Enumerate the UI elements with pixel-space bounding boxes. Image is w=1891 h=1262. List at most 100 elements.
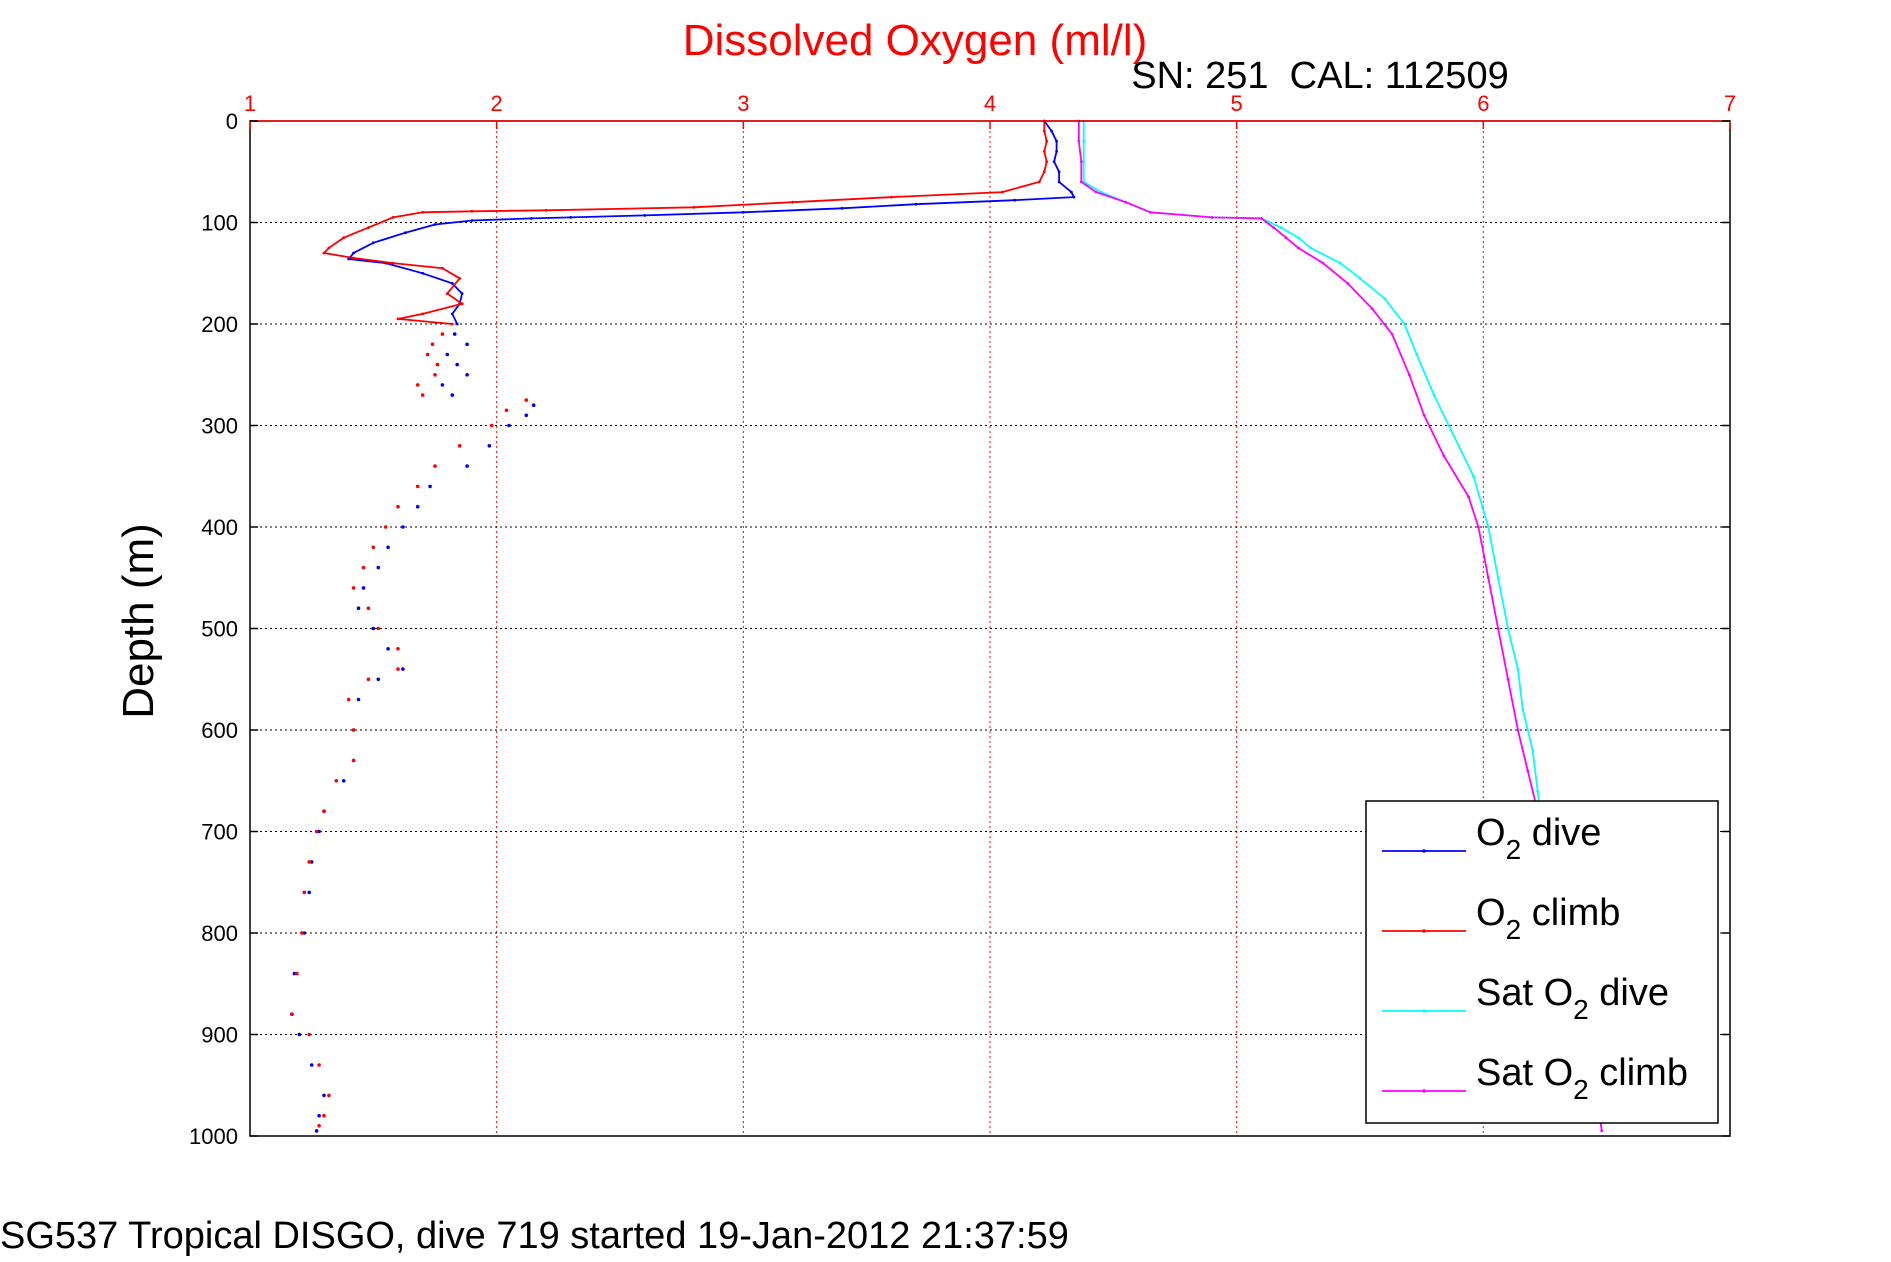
data-point-o2_dive — [361, 586, 366, 590]
data-point-sat_climb — [1516, 728, 1520, 732]
legend-label-subscript: 2 — [1573, 1074, 1589, 1105]
x-tick-label: 7 — [1724, 91, 1736, 116]
data-point-o2_climb — [433, 373, 437, 377]
data-point-o2_climb — [396, 317, 400, 321]
data-point-o2_climb — [470, 209, 474, 213]
data-point-o2_dive — [309, 860, 314, 864]
data-point-sat_climb — [1442, 454, 1446, 458]
data-point-sat_dive — [1415, 353, 1419, 356]
data-point-o2_dive — [1057, 180, 1061, 184]
y-tick-label: 800 — [201, 921, 238, 946]
data-point-o2_climb — [421, 312, 425, 316]
data-point-o2_climb — [391, 261, 395, 265]
x-axis-ticks: 1 2 3 4 5 6 7 — [244, 91, 1736, 129]
y-tick-label: 400 — [201, 515, 238, 540]
data-point-o2_dive — [529, 217, 533, 220]
data-point-o2_dive — [569, 216, 573, 219]
data-point-o2_dive — [914, 202, 918, 206]
data-point-o2_dive — [465, 342, 469, 347]
data-point-o2_dive — [356, 606, 361, 610]
data-point-o2_climb — [430, 342, 435, 347]
data-point-o2_climb — [307, 1032, 312, 1037]
data-point-sat_climb — [1477, 525, 1480, 529]
data-point-o2_climb — [396, 667, 400, 671]
legend-swatch-marker — [1422, 929, 1426, 933]
data-point-o2_climb — [457, 444, 462, 448]
data-point-o2_climb — [396, 504, 400, 509]
data-point-sat_climb — [1094, 190, 1098, 194]
legend-label: Sat O2 climb — [1476, 1052, 1688, 1105]
data-point-sat_dive — [1496, 576, 1500, 580]
data-point-o2_climb — [1042, 150, 1046, 153]
y-tick-label: 100 — [201, 211, 238, 236]
legend-label-symbol: Sat O — [1476, 1052, 1573, 1094]
data-point-o2_climb — [440, 332, 445, 336]
data-point-o2_climb — [425, 352, 430, 357]
data-point-sat_dive — [1447, 424, 1451, 427]
data-point-sat_dive — [1309, 246, 1313, 250]
data-point-o2_dive — [307, 890, 312, 895]
data-point-o2_dive — [487, 444, 492, 448]
data-point-sat_dive — [1082, 139, 1086, 143]
data-point-sat_dive — [1358, 276, 1362, 280]
series-sat_dive-line — [1082, 119, 1544, 833]
data-point-o2_climb — [351, 758, 356, 763]
data-point-o2_climb — [322, 1113, 326, 1118]
data-point-o2_climb — [1037, 180, 1041, 184]
data-point-o2_climb — [371, 545, 376, 550]
data-point-o2_dive — [371, 241, 375, 245]
legend-box — [1365, 800, 1719, 1124]
data-point-o2_dive — [302, 931, 307, 935]
data-point-o2_climb — [295, 971, 299, 976]
data-point-o2_dive — [317, 829, 321, 834]
legend-label-text: dive — [1521, 812, 1601, 854]
series-o2_dive-dots — [290, 332, 536, 1133]
data-point-sat_climb — [1346, 282, 1350, 285]
data-point-o2_climb — [327, 1093, 331, 1098]
data-point-o2_climb — [322, 809, 326, 813]
data-point-o2_dive — [460, 292, 464, 295]
legend-swatch-marker — [1422, 849, 1426, 853]
data-point-o2_climb — [391, 216, 395, 219]
data-point-o2_dive — [741, 210, 745, 214]
data-point-o2_climb — [445, 292, 449, 295]
data-point-o2_dive — [452, 332, 457, 336]
y-axis-ticks: 0 100 200 300 400 500 600 700 800 900 1000 — [189, 109, 1730, 1149]
legend-label-symbol: O — [1476, 812, 1506, 854]
legend-label-symbol: Sat O — [1476, 972, 1573, 1014]
data-point-o2_climb — [396, 647, 400, 651]
legend-item-sat_climb: Sat O2 climb — [1382, 1052, 1688, 1105]
series-layer — [290, 119, 1604, 1133]
data-point-sat_climb — [1259, 217, 1263, 220]
y-tick-label: 700 — [201, 820, 238, 845]
legend-label: O2 climb — [1476, 892, 1620, 945]
data-point-sat_climb — [1526, 769, 1530, 772]
legend-swatch-marker — [1422, 1009, 1426, 1013]
data-point-sat_climb — [1210, 216, 1214, 219]
data-point-sat_dive — [1279, 226, 1283, 230]
data-point-o2_climb — [692, 205, 696, 209]
data-point-sat_climb — [1272, 226, 1276, 230]
chart-subtitle: SN: 251 CAL: 112509 — [1131, 55, 1508, 97]
data-point-o2_climb — [334, 779, 339, 783]
data-point-sat_climb — [1321, 261, 1325, 265]
data-point-sat_dive — [1296, 236, 1300, 240]
data-point-o2_climb — [317, 1063, 321, 1067]
data-point-o2_climb — [351, 728, 356, 732]
data-point-o2_dive — [386, 647, 390, 651]
chart-title: Dissolved Oxygen (ml/l) — [683, 16, 1148, 65]
data-point-o2_dive — [421, 271, 425, 275]
data-point-o2_climb — [342, 236, 346, 240]
data-point-sat_dive — [1383, 297, 1387, 300]
data-point-sat_climb — [1296, 246, 1300, 250]
data-point-o2_dive — [428, 484, 432, 489]
data-point-o2_climb — [314, 829, 319, 834]
data-point-o2_dive — [401, 667, 405, 671]
data-point-o2_dive — [840, 206, 844, 210]
data-point-o2_climb — [367, 226, 370, 230]
legend-item-o2_climb: O2 climb — [1382, 892, 1620, 945]
data-point-o2_dive — [371, 626, 376, 631]
data-point-sat_dive — [1536, 789, 1539, 793]
y-tick-label: 1000 — [189, 1124, 238, 1149]
